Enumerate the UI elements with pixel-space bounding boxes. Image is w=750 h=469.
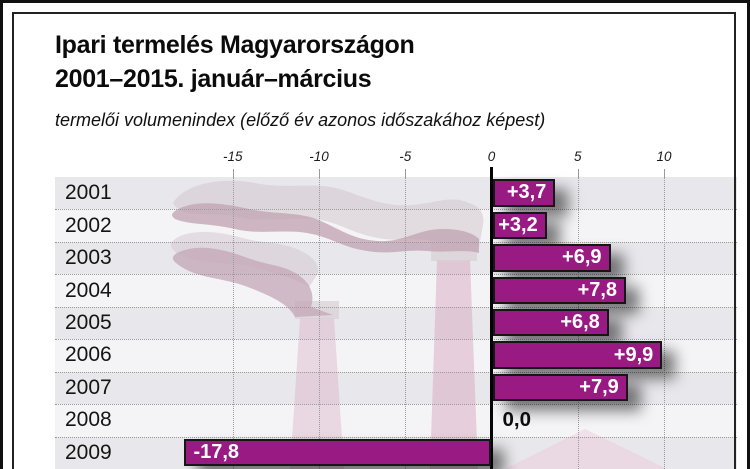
x-tick-label-0: 0 xyxy=(487,149,496,164)
gridline-10 xyxy=(664,177,665,469)
bar-2004: +7,8 xyxy=(493,276,627,305)
row-separator-1 xyxy=(55,209,737,211)
bar-2001: +3,7 xyxy=(493,179,556,207)
bar-2002: +3,2 xyxy=(493,211,547,240)
year-label-2009: 2009 xyxy=(65,440,112,464)
bar-2003: +6,9 xyxy=(493,244,611,272)
year-label-2006: 2006 xyxy=(65,343,112,367)
plot-area: 2001 2002 2003 2004 2005 2006 2007 2008 2009 +3,7… xyxy=(55,167,737,469)
chart-title: Ipari termelés Magyarországon 2001–2015.… xyxy=(55,28,415,96)
smoke-plume-upper-dark xyxy=(172,203,479,253)
factory-roof xyxy=(505,429,667,469)
bar-2009: -17,8 xyxy=(184,438,492,467)
x-tick-label-10: 10 xyxy=(656,149,672,164)
row-separator-5 xyxy=(55,339,737,341)
zero-axis-line xyxy=(490,167,493,469)
tick-mark--5 xyxy=(405,169,407,177)
gridline--15 xyxy=(232,177,234,469)
chart-title-line1: Ipari termelés Magyarországon xyxy=(55,31,415,59)
smoke-plume-lower-dark xyxy=(172,247,333,317)
x-tick-label--5: -5 xyxy=(399,149,412,164)
year-label-2008: 2008 xyxy=(65,408,112,432)
factory-smoke-illustration xyxy=(170,180,667,469)
chart-title-line2: 2001–2015. január–március xyxy=(55,65,372,93)
chimney-right xyxy=(430,260,478,469)
tick-mark-10 xyxy=(664,169,665,177)
chimney-left xyxy=(290,318,344,469)
x-tick-label--15: -15 xyxy=(222,149,243,164)
x-tick-label--10: -10 xyxy=(309,149,329,164)
year-label-2003: 2003 xyxy=(65,246,112,270)
gridline--5 xyxy=(405,177,407,469)
row-band-2005 xyxy=(55,306,737,340)
row-separator-6 xyxy=(55,371,737,373)
row-separator-7 xyxy=(55,404,737,406)
year-label-2004: 2004 xyxy=(65,278,112,302)
year-label-2007: 2007 xyxy=(65,375,112,399)
value-label-2008: 0,0 xyxy=(502,408,532,432)
bar-2007: +7,9 xyxy=(493,373,628,402)
row-separator-3 xyxy=(55,274,737,276)
tick-mark--10 xyxy=(319,169,320,177)
row-band-2001 xyxy=(55,177,737,210)
gridline--10 xyxy=(319,177,320,469)
year-label-2005: 2005 xyxy=(65,310,112,334)
row-band-2008 xyxy=(55,404,737,437)
tick-mark--15 xyxy=(232,169,234,177)
x-tick-label-5: 5 xyxy=(573,149,582,164)
row-separator-8 xyxy=(55,436,737,438)
bar-2006: +9,9 xyxy=(493,341,663,369)
tick-mark-5 xyxy=(577,169,579,177)
year-label-2001: 2001 xyxy=(65,181,112,205)
row-separator-4 xyxy=(55,306,737,308)
row-separator-2 xyxy=(55,241,737,243)
bar-2005: +6,8 xyxy=(493,308,609,337)
year-label-2002: 2002 xyxy=(65,213,112,237)
chart-subtitle: termelői volumenindex (előző év azonos i… xyxy=(55,110,546,130)
